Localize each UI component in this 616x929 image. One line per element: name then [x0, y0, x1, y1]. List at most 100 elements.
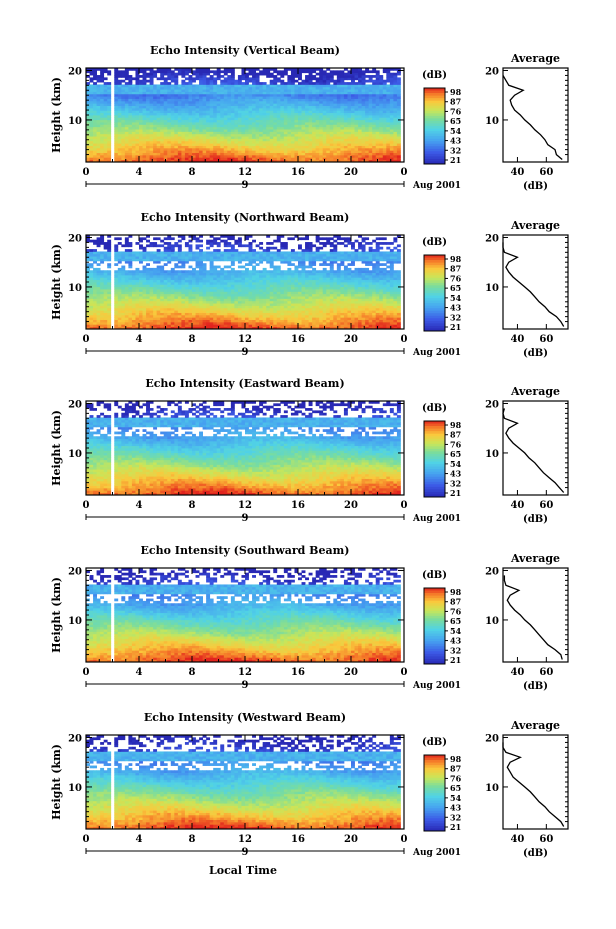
heatmap-cell	[280, 107, 285, 111]
heatmap-cell	[163, 157, 168, 161]
heatmap-cell	[124, 154, 129, 158]
heatmap-cell	[153, 124, 158, 128]
heatmap-cell	[199, 274, 203, 278]
heatmap-cell	[375, 93, 380, 97]
heatmap-cell	[131, 107, 136, 111]
heatmap-cell	[351, 68, 355, 71]
heatmap-cell	[128, 126, 133, 130]
heatmap-cell	[213, 152, 218, 156]
heatmap-cell	[142, 84, 147, 88]
heatmap-cell	[170, 289, 175, 292]
heatmap-cell	[308, 77, 313, 81]
heatmap-cell	[146, 263, 150, 266]
heatmap-cell	[213, 303, 218, 306]
heatmap-cell	[230, 133, 235, 137]
heatmap-cell	[100, 72, 105, 76]
heatmap-cell	[262, 110, 267, 114]
heatmap-cell	[142, 272, 147, 276]
heatmap-cell	[170, 136, 175, 139]
heatmap-cell	[160, 140, 165, 144]
heatmap-cell	[128, 265, 133, 269]
heatmap-cell	[230, 324, 235, 328]
heatmap-cell	[354, 133, 359, 137]
heatmap-cell	[195, 244, 200, 248]
heatmap-cell	[227, 258, 232, 262]
heatmap-cell	[358, 124, 362, 128]
heatmap-cell	[347, 159, 352, 163]
heatmap-cell	[139, 131, 143, 135]
heatmap-cell	[146, 321, 150, 325]
heatmap-cell	[213, 107, 218, 111]
heatmap-cell	[89, 279, 94, 283]
heatmap-cell	[149, 86, 154, 90]
heatmap-cell	[216, 122, 221, 125]
heatmap-cell	[209, 307, 214, 311]
heatmap-cell	[269, 145, 274, 149]
heatmap-cell	[209, 122, 214, 125]
heatmap-cell	[124, 150, 129, 153]
heatmap-cell	[149, 305, 154, 309]
heatmap-cell	[153, 147, 158, 151]
heatmap-cell	[131, 77, 136, 81]
heatmap-cell	[358, 79, 362, 83]
heatmap-cell	[227, 286, 232, 290]
heatmap-cell	[382, 152, 387, 156]
heatmap-cell	[128, 105, 133, 109]
heatmap-cell	[343, 147, 348, 151]
heatmap-cell	[245, 145, 249, 149]
heatmap-cell	[177, 159, 182, 163]
heatmap-cell	[121, 324, 126, 328]
heatmap-cell	[315, 79, 320, 83]
heatmap-cell	[107, 138, 112, 142]
heatmap-cell	[177, 124, 182, 128]
heatmap-cell	[121, 159, 126, 163]
heatmap-cell	[237, 312, 242, 316]
heatmap-cell	[213, 272, 218, 276]
heatmap-cell	[121, 131, 126, 135]
heatmap-cell	[382, 79, 387, 83]
heatmap-cell	[114, 272, 119, 276]
heatmap-cell	[276, 105, 281, 109]
heatmap-cell	[262, 138, 267, 142]
heatmap-cell	[89, 270, 94, 273]
heatmap-cell	[209, 70, 214, 74]
heatmap-cell	[216, 298, 221, 302]
heatmap-cell	[393, 89, 398, 92]
heatmap-cell	[199, 289, 203, 292]
heatmap-cell	[340, 129, 345, 132]
heatmap-cell	[329, 91, 334, 95]
heatmap-cell	[237, 145, 242, 149]
heatmap-cell	[227, 70, 232, 74]
heatmap-cell	[389, 96, 394, 99]
heatmap-cell	[131, 282, 136, 285]
heatmap-cell	[206, 72, 211, 76]
heatmap-cell	[195, 319, 200, 323]
colorbar-segment	[424, 133, 445, 137]
heatmap-cell	[93, 145, 97, 149]
heatmap-cell	[117, 253, 122, 257]
heatmap-cell	[294, 126, 299, 130]
heatmap-cell	[252, 103, 256, 106]
heatmap-cell	[237, 122, 242, 125]
heatmap-cell	[206, 289, 211, 292]
heatmap-cell	[114, 277, 119, 281]
heatmap-cell	[322, 82, 327, 85]
heatmap-cell	[347, 82, 352, 85]
heatmap-cell	[396, 138, 401, 142]
heatmap-cell	[283, 138, 288, 142]
heatmap-cell	[128, 117, 133, 121]
heatmap-cell	[170, 314, 175, 318]
heatmap-cell	[358, 133, 362, 137]
colorbar-frame	[423, 87, 446, 165]
heatmap-cell	[220, 321, 225, 325]
heatmap-cell	[135, 293, 140, 297]
heatmap-cell	[290, 75, 295, 78]
heatmap-cell	[153, 286, 158, 290]
heatmap-cell	[213, 84, 218, 88]
heatmap-cell	[103, 147, 108, 151]
heatmap-cell	[149, 253, 154, 257]
heatmap-cell	[252, 112, 256, 116]
heatmap-cell	[365, 93, 370, 97]
heatmap-cell	[107, 159, 112, 163]
heatmap-cell	[234, 143, 239, 146]
